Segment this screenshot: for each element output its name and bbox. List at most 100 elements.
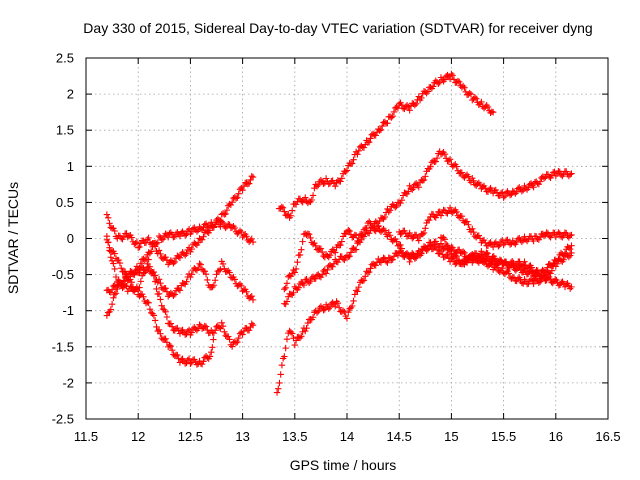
data-point-marker (276, 379, 283, 387)
data-point-marker (208, 349, 215, 356)
data-point-marker (483, 249, 490, 256)
data-point-marker (108, 286, 116, 293)
data-point-marker (453, 163, 460, 170)
data-point-marker (120, 278, 128, 285)
data-point-marker (231, 224, 238, 232)
x-axis-label: GPS time / hours (290, 457, 397, 473)
data-point-marker (530, 237, 537, 245)
y-axis-label: SDTVAR / TECUs (5, 182, 21, 294)
data-point-marker (291, 269, 298, 276)
data-point-marker (489, 108, 497, 116)
data-point-marker (142, 255, 150, 263)
data-point-marker (349, 160, 356, 167)
data-point-marker (211, 327, 219, 334)
y-tick-label: -1 (62, 303, 74, 318)
data-point-marker (283, 335, 291, 343)
data-point-marker (309, 314, 317, 321)
data-point-marker (501, 240, 509, 247)
data-point-marker (360, 277, 368, 284)
x-tick-label: 11.5 (74, 429, 98, 444)
data-point-marker (510, 259, 517, 267)
data-point-marker (352, 287, 360, 294)
data-point-marker (491, 255, 499, 262)
data-point-marker (472, 95, 480, 102)
data-point-marker (303, 324, 310, 332)
data-point-marker (497, 190, 505, 197)
data-point-marker (397, 241, 404, 249)
data-point-marker (235, 334, 242, 342)
data-point-marker (326, 252, 334, 259)
data-point-marker (187, 360, 194, 367)
x-tick-label: 13.5 (282, 429, 307, 444)
grid (86, 58, 608, 419)
data-point-marker (200, 358, 207, 365)
data-point-marker (377, 126, 385, 134)
data-point-marker (406, 229, 413, 237)
data-point-marker (240, 182, 248, 190)
data-point-marker (456, 78, 463, 86)
data-point-marker (174, 351, 181, 359)
data-point-marker (249, 296, 257, 304)
data-point-marker (446, 204, 454, 212)
data-point-marker (358, 236, 365, 244)
data-point-marker (568, 249, 575, 257)
data-point-marker (282, 300, 289, 308)
data-point-marker (354, 151, 361, 158)
data-point-marker (406, 258, 413, 266)
data-point-marker (307, 278, 314, 285)
y-tick-label: -0.5 (52, 267, 74, 282)
data-point-marker (372, 132, 379, 139)
data-point-marker (245, 180, 253, 187)
data-point-marker (283, 280, 291, 287)
data-point-marker (304, 319, 312, 327)
data-point-marker (162, 308, 169, 315)
plot-frame (85, 57, 609, 420)
data-point-marker (168, 346, 176, 354)
data-point-marker (461, 84, 468, 91)
data-point-marker (337, 178, 344, 185)
data-point-marker (422, 225, 429, 232)
data-point-marker (555, 229, 562, 236)
data-point-marker (281, 353, 288, 360)
data-point-marker (206, 353, 214, 360)
data-point-marker (248, 320, 255, 327)
data-point-marker (441, 150, 449, 158)
data-point-marker (196, 321, 203, 328)
y-tick-label: -2.5 (52, 412, 74, 427)
data-point-marker (339, 307, 347, 315)
data-point-marker (500, 194, 507, 201)
data-point-marker (211, 277, 219, 284)
data-point-marker (350, 297, 357, 305)
data-point-marker (500, 241, 507, 248)
data-point-marker (540, 274, 548, 282)
y-tick-label: 0.5 (56, 195, 74, 210)
data-point-marker (496, 256, 504, 263)
data-point-marker (103, 312, 111, 319)
data-point-marker (471, 94, 479, 101)
data-point-marker (410, 184, 417, 192)
data-point-marker (470, 177, 477, 185)
data-point-marker (548, 267, 556, 274)
data-point-marker (145, 234, 152, 242)
data-point-marker (499, 264, 506, 272)
data-point-marker (446, 246, 454, 253)
data-point-marker (343, 167, 351, 174)
data-point-marker (302, 194, 309, 201)
x-tick-label: 15 (444, 429, 458, 444)
data-point-marker (411, 102, 419, 109)
data-point-marker (202, 323, 210, 330)
data-point-marker (547, 270, 554, 277)
data-point-marker (505, 263, 512, 270)
data-point-marker (201, 268, 208, 275)
data-point-marker (157, 279, 164, 287)
data-point-marker (493, 264, 501, 271)
data-point-marker (388, 114, 395, 121)
data-point-marker (426, 216, 433, 224)
data-point-marker (384, 120, 391, 127)
data-point-marker (299, 280, 306, 287)
data-point-marker (551, 276, 559, 283)
data-point-marker (393, 238, 400, 245)
data-point-marker (248, 172, 255, 180)
data-point-marker (347, 249, 355, 256)
data-point-marker (475, 253, 483, 260)
